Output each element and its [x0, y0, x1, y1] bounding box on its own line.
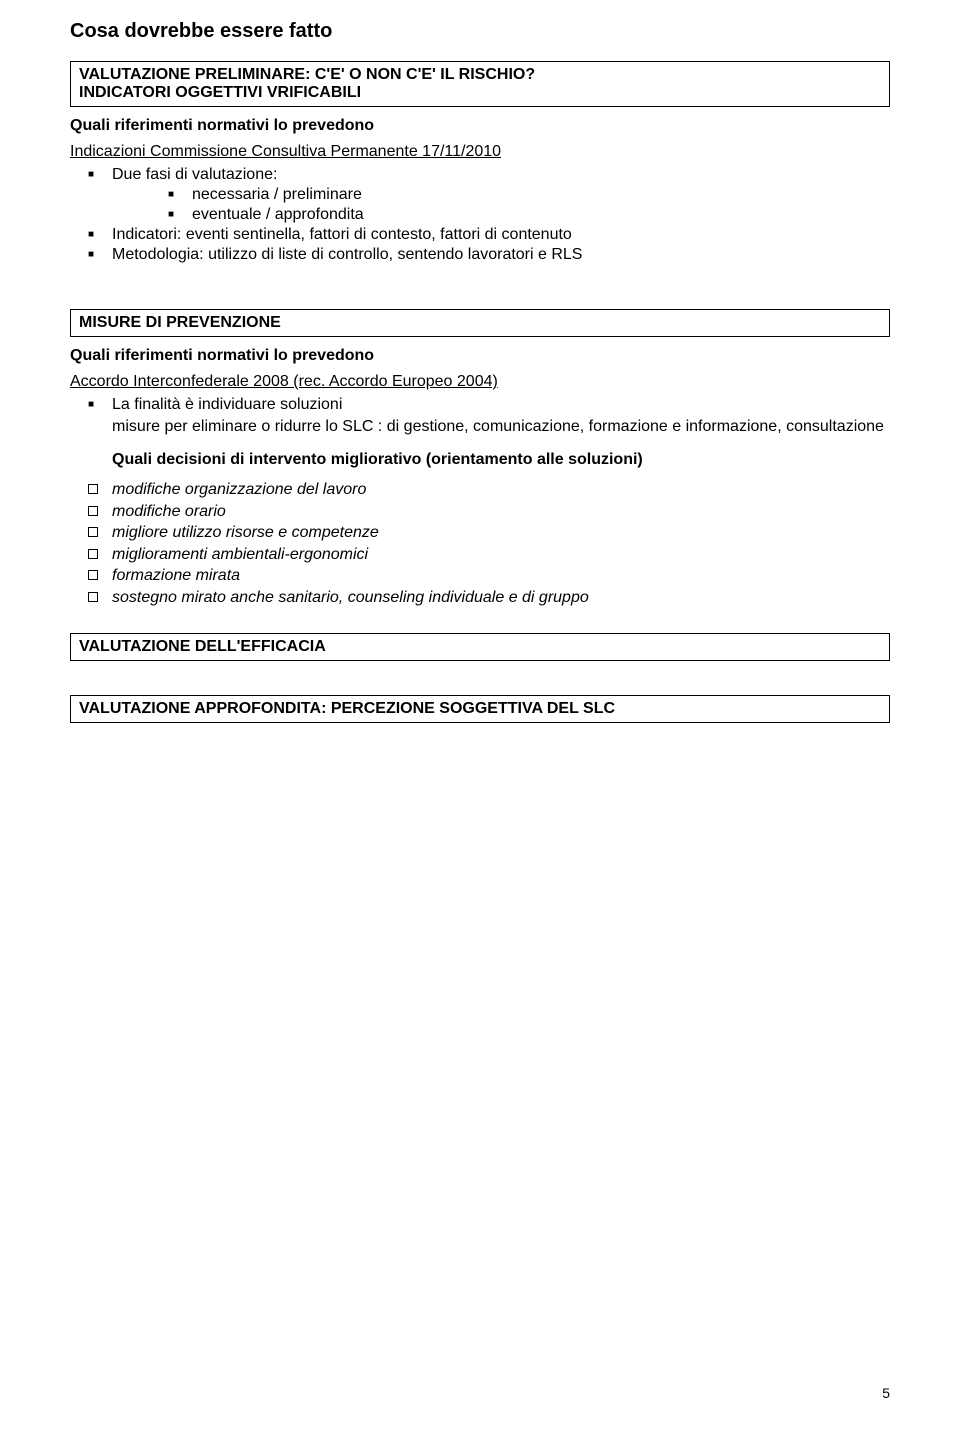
list-item: Due fasi di valutazione: — [112, 165, 890, 185]
sec2-subtitle2: Quali decisioni di intervento migliorati… — [112, 451, 890, 469]
list-item: La finalità è individuare soluzioni — [112, 395, 890, 415]
list-item: modifiche organizzazione del lavoro — [112, 479, 890, 501]
box3-title: VALUTAZIONE DELL'EFFICACIA — [79, 638, 881, 656]
page-number: 5 — [882, 1385, 890, 1401]
list-item: necessaria / preliminare — [192, 185, 890, 205]
sec2-paragraph: misure per eliminare o ridurre lo SLC : … — [112, 417, 890, 437]
main-heading: Cosa dovrebbe essere fatto — [70, 20, 890, 43]
box2-title: MISURE DI PREVENZIONE — [79, 314, 881, 332]
list-item: Indicatori: eventi sentinella, fattori d… — [112, 225, 890, 245]
list-item: formazione mirata — [112, 565, 890, 587]
sec2-list-2: modifiche organizzazione del lavoro modi… — [70, 479, 890, 609]
sec1-subtitle: Quali riferimenti normativi lo prevedono — [70, 117, 890, 135]
list-item: miglioramenti ambientali-ergonomici — [112, 544, 890, 566]
sec1-reference-link: Indicazioni Commissione Consultiva Perma… — [70, 143, 890, 161]
box-valutazione-approfondita: VALUTAZIONE APPROFONDITA: PERCEZIONE SOG… — [70, 695, 890, 723]
list-item: eventuale / approfondita — [192, 205, 890, 225]
list-item: migliore utilizzo risorse e competenze — [112, 522, 890, 544]
sec2-subtitle: Quali riferimenti normativi lo prevedono — [70, 347, 890, 365]
box1-line1: VALUTAZIONE PRELIMINARE: C'E' O NON C'E'… — [79, 66, 881, 84]
sec2-list-1: La finalità è individuare soluzioni — [70, 395, 890, 415]
box-valutazione-efficacia: VALUTAZIONE DELL'EFFICACIA — [70, 633, 890, 661]
list-item: modifiche orario — [112, 501, 890, 523]
box-valutazione-preliminare: VALUTAZIONE PRELIMINARE: C'E' O NON C'E'… — [70, 61, 890, 107]
sec2-reference-link: Accordo Interconfederale 2008 (rec. Acco… — [70, 373, 890, 391]
box4-title: VALUTAZIONE APPROFONDITA: PERCEZIONE SOG… — [79, 700, 881, 718]
page: Cosa dovrebbe essere fatto VALUTAZIONE P… — [0, 0, 960, 1429]
box-misure-prevenzione: MISURE DI PREVENZIONE — [70, 309, 890, 337]
box1-line2: INDICATORI OGGETTIVI VRIFICABILI — [79, 84, 881, 102]
list-item: sostegno mirato anche sanitario, counsel… — [112, 587, 890, 609]
list-item: Metodologia: utilizzo di liste di contro… — [112, 245, 890, 265]
sec1-list: Due fasi di valutazione: necessaria / pr… — [70, 165, 890, 265]
